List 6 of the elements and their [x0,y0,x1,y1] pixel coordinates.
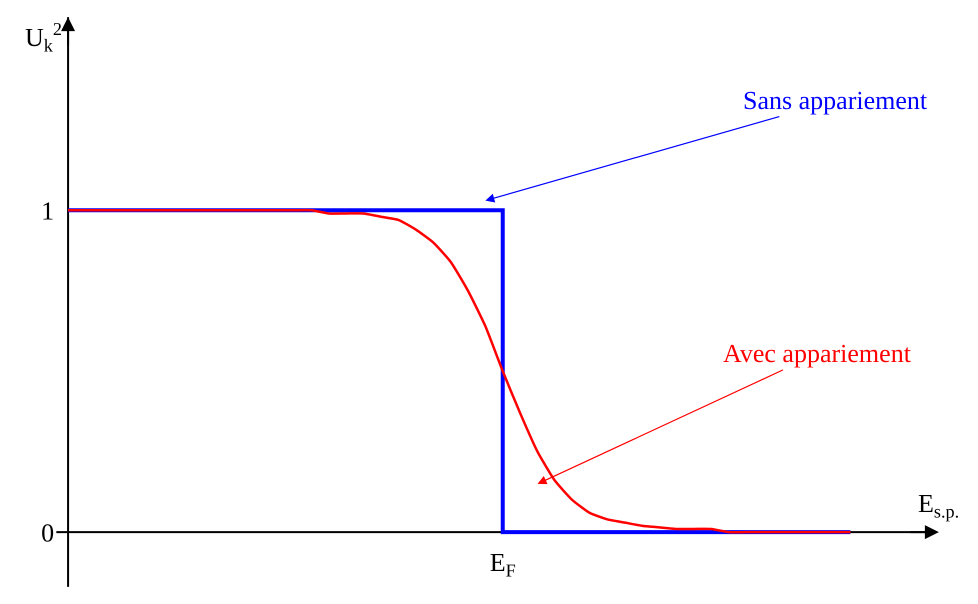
y-tick-label: 1 [41,196,54,226]
x-axis-title: E$_{s.p.}$ [918,489,960,522]
text: Avec appariement [723,339,912,368]
y-tick-label: 0 [41,518,54,548]
text: Sans appariement [743,86,928,115]
x-tick-label: E$_{F}$ [490,548,516,581]
